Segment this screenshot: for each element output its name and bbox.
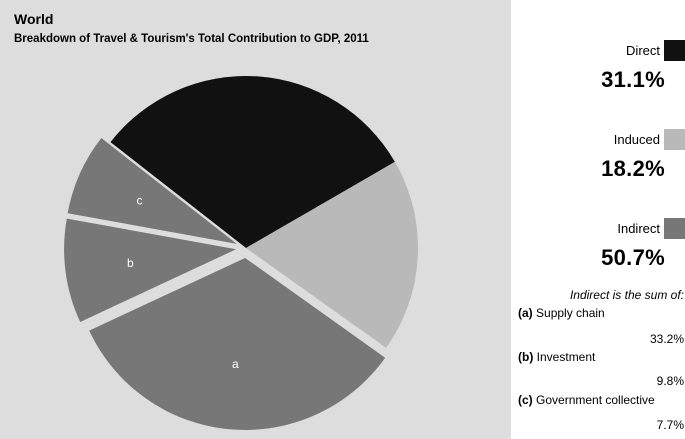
legend-item-direct: Direct 31.1%	[520, 40, 685, 100]
breakdown-name-a: Supply chain	[536, 306, 605, 320]
pie-chart: a b c	[64, 76, 418, 430]
legend-item-induced: Induced 18.2%	[520, 129, 685, 189]
chart-subtitle: Breakdown of Travel & Tourism's Total Co…	[14, 33, 369, 45]
breakdown-letter-a: (a)	[518, 306, 533, 320]
breakdown-label-a: (a) Supply chain	[518, 306, 605, 320]
legend-item-indirect: Indirect 50.7%	[520, 218, 685, 278]
pie-slice-induced	[246, 161, 418, 348]
legend-value-direct: 31.1%	[601, 67, 665, 92]
pie-slice-label-c: c	[137, 193, 143, 207]
legend-swatch-induced	[664, 129, 685, 150]
breakdown-value-b: 9.8%	[656, 374, 684, 388]
breakdown-note: Indirect is the sum of:	[569, 288, 684, 302]
breakdown-label-b: (b) Investment	[518, 350, 595, 364]
chart-title: World	[14, 11, 54, 27]
pie-slice-direct	[110, 76, 395, 248]
pie-slice-label-b: b	[127, 256, 134, 270]
legend-swatch-indirect	[664, 218, 685, 239]
legend-label-direct: Direct	[626, 43, 660, 58]
breakdown-letter-b: (b)	[518, 350, 534, 364]
pie-slice-c	[67, 138, 237, 244]
legend-label-indirect: Indirect	[617, 221, 660, 236]
legend-swatch-direct	[664, 40, 685, 61]
breakdown-value-c: 7.7%	[656, 418, 684, 432]
legend-value-induced: 18.2%	[601, 156, 665, 181]
pie-slice-a	[89, 257, 386, 430]
legend-label-induced: Induced	[613, 132, 660, 147]
legend-value-indirect: 50.7%	[601, 245, 665, 270]
breakdown-label-c: (c) Government collective	[518, 393, 655, 407]
breakdown-value-a: 33.2%	[649, 332, 684, 346]
pie-slice-b	[64, 218, 237, 322]
breakdown-letter-c: (c)	[518, 393, 533, 407]
breakdown-name-b: Investment	[536, 350, 596, 364]
breakdown-name-c: Government collective	[536, 393, 655, 407]
pie-slice-label-a: a	[232, 357, 239, 371]
